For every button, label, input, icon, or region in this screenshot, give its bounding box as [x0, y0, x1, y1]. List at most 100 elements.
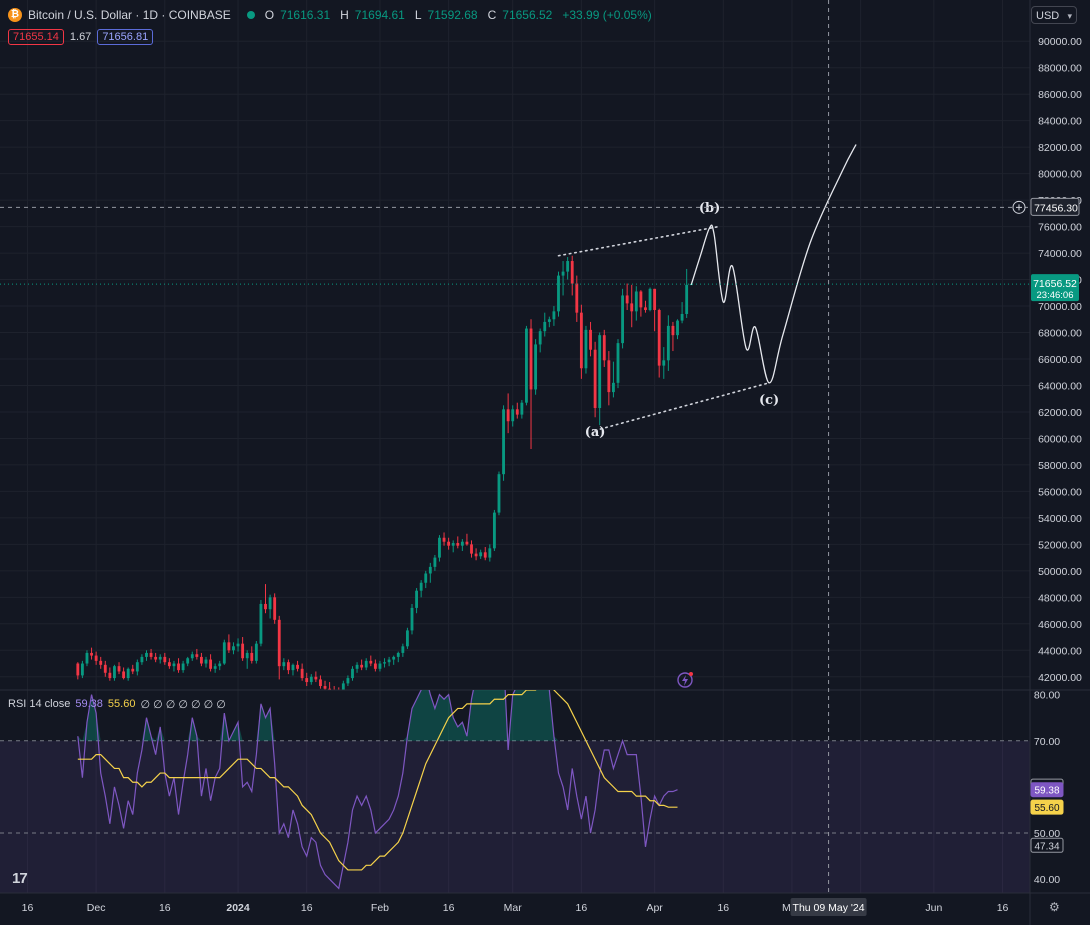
candle: [634, 286, 638, 321]
candle: [131, 664, 135, 675]
price-axis-tick: 70000.00: [1038, 301, 1082, 313]
price-axis-tick: 88000.00: [1038, 63, 1082, 75]
candle-body: [520, 402, 524, 415]
candle-body: [204, 659, 208, 664]
candle: [520, 400, 524, 419]
grid-lines: [0, 0, 1030, 893]
gear-icon[interactable]: ⚙: [1049, 900, 1060, 914]
candle-body: [76, 663, 80, 676]
candle: [506, 393, 510, 434]
candle: [232, 642, 235, 655]
candle-body: [140, 656, 144, 663]
last-price-label-box: [1031, 274, 1079, 302]
ask-price-button[interactable]: 71656.81: [97, 29, 154, 45]
candle-body: [680, 313, 684, 321]
candle-body: [566, 261, 570, 272]
candle: [373, 659, 377, 672]
flash-icon-ring: [677, 672, 693, 688]
symbol-title[interactable]: Bitcoin / U.S. Dollar · 1D · COINBASE: [28, 8, 231, 22]
candle-body: [186, 658, 190, 664]
rsi-axis-tick: 70.00: [1034, 736, 1060, 748]
candle: [341, 680, 345, 690]
candle-body: [341, 683, 345, 690]
candle-body: [227, 642, 231, 651]
candle-body: [639, 291, 643, 308]
candle-body: [300, 668, 304, 679]
rsi-value-label: 47.34: [1034, 841, 1059, 852]
price-axis-tick: 42000.00: [1038, 672, 1082, 684]
candle-body: [621, 295, 624, 344]
candle: [401, 643, 405, 657]
tradingview-logo[interactable]: 17: [12, 870, 28, 887]
last-price-label: 71656.52: [1033, 278, 1077, 290]
time-axis-tick: Mar: [504, 902, 523, 914]
candle: [319, 675, 322, 689]
candle-body: [291, 664, 295, 671]
candle: [181, 660, 185, 673]
candle: [264, 584, 267, 614]
candle-body: [543, 321, 547, 332]
candle: [309, 674, 313, 685]
candle: [410, 603, 414, 635]
candle: [204, 656, 208, 668]
candle: [296, 660, 299, 672]
time-axis-tick: Dec: [87, 902, 106, 914]
candle-body: [218, 663, 222, 667]
candle-body: [630, 303, 634, 312]
price-axis-tick: 86000.00: [1038, 89, 1082, 101]
candle-body: [460, 541, 464, 546]
rsi-line: [77, 690, 678, 890]
price-axis-tick: 58000.00: [1038, 460, 1082, 472]
candle: [140, 654, 144, 665]
candle: [378, 660, 382, 672]
bid-price-button[interactable]: 71655.14: [8, 29, 64, 45]
header-legend: ₿ Bitcoin / U.S. Dollar · 1D · COINBASE …: [8, 6, 652, 24]
candle: [351, 666, 354, 681]
last-price-countdown: 23:46:06: [1037, 290, 1074, 301]
candle: [666, 315, 670, 371]
candle-body: [401, 646, 405, 653]
candle-body: [117, 666, 121, 672]
candle: [213, 663, 217, 673]
market-status-dot: [246, 11, 255, 19]
candle: [135, 659, 139, 676]
candle-body: [396, 652, 400, 657]
candle: [593, 341, 597, 418]
candle-body: [474, 553, 478, 557]
candle-body: [625, 295, 629, 304]
price-axis-tick: 68000.00: [1038, 328, 1082, 340]
candle: [653, 288, 657, 332]
candle-body: [126, 668, 130, 679]
candle: [579, 304, 583, 379]
currency-select[interactable]: USD ▾: [1031, 6, 1077, 24]
candle-body: [268, 597, 272, 610]
candle: [570, 255, 574, 296]
price-axis-tick: 56000.00: [1038, 486, 1082, 498]
candle-body: [286, 662, 290, 671]
price-axis-tick: 80000.00: [1038, 169, 1082, 181]
candle-body: [648, 288, 652, 311]
candle: [676, 319, 679, 340]
spread-value: 1.67: [69, 31, 92, 43]
candle: [639, 290, 643, 317]
candle-body: [309, 676, 313, 683]
candle-body: [305, 678, 309, 683]
candle: [584, 325, 588, 374]
candle-body: [314, 676, 318, 680]
candle: [346, 675, 350, 687]
candle: [657, 308, 661, 378]
candle-body: [506, 409, 510, 422]
candle: [305, 672, 309, 687]
candle: [163, 652, 167, 665]
candle: [355, 662, 359, 673]
candle-body: [644, 307, 647, 311]
candle: [602, 329, 606, 367]
flash-icon-badge: [689, 672, 693, 676]
candle: [396, 651, 400, 663]
rsi-legend[interactable]: RSI 14 close 59.38 55.60 ∅ ∅ ∅ ∅ ∅ ∅ ∅: [8, 698, 226, 711]
rsi-axis-tick: 80.00: [1034, 690, 1060, 702]
candle-body: [492, 512, 496, 549]
candle: [167, 658, 171, 669]
